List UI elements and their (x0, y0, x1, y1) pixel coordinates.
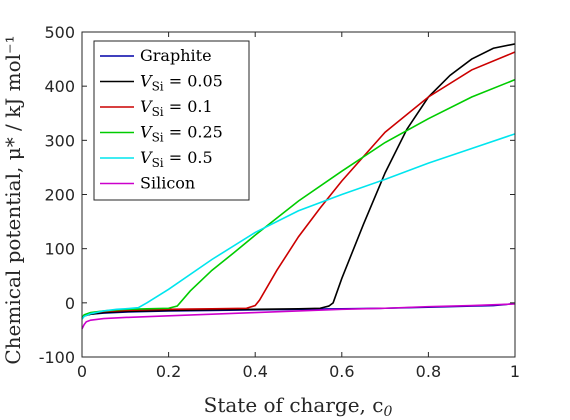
y-tick-label: -100 (39, 348, 75, 367)
legend-entry-4: VSi = 0.5 (140, 148, 213, 170)
series-lines (81, 43, 516, 330)
y-tick-label: 400 (44, 77, 75, 96)
legend-entry-3: VSi = 0.25 (140, 123, 223, 145)
series-line-5 (81, 303, 516, 330)
series-line-1 (81, 43, 516, 319)
legend: Graphite VSi = 0.05 VSi = 0.1 VSi = 0.25 VSi… (93, 40, 250, 201)
x-tick-labels: 0 0.2 0.4 0.6 0.8 1 (77, 362, 520, 381)
y-tick-labels: 500 400 300 200 100 0 -100 (39, 23, 75, 367)
x-tick-label: 0.6 (329, 362, 354, 381)
x-tick-label: 0.4 (242, 362, 267, 381)
legend-entry-2: VSi = 0.1 (140, 97, 213, 119)
legend-entry-0: Graphite (140, 46, 212, 65)
y-tick-label: 300 (44, 131, 75, 150)
legend-entry-1: VSi = 0.05 (140, 72, 223, 94)
y-tick-label: 500 (44, 23, 75, 42)
x-tick-label: 0 (77, 362, 87, 381)
y-axis-label: Chemical potential, μ* / kJ mol⁻¹ (1, 35, 25, 364)
x-tick-label: 0.2 (156, 362, 181, 381)
x-tick-label: 1 (510, 362, 520, 381)
axes (81, 31, 516, 358)
legend-box (93, 40, 250, 201)
x-axis-label: State of charge, c0 (204, 393, 393, 420)
y-tick-label: 0 (65, 294, 75, 313)
series-line-4 (81, 133, 516, 320)
y-tick-label: 100 (44, 240, 75, 259)
legend-entry-5: Silicon (140, 174, 195, 193)
y-tick-label: 200 (44, 186, 75, 205)
x-tick-label: 0.8 (416, 362, 441, 381)
